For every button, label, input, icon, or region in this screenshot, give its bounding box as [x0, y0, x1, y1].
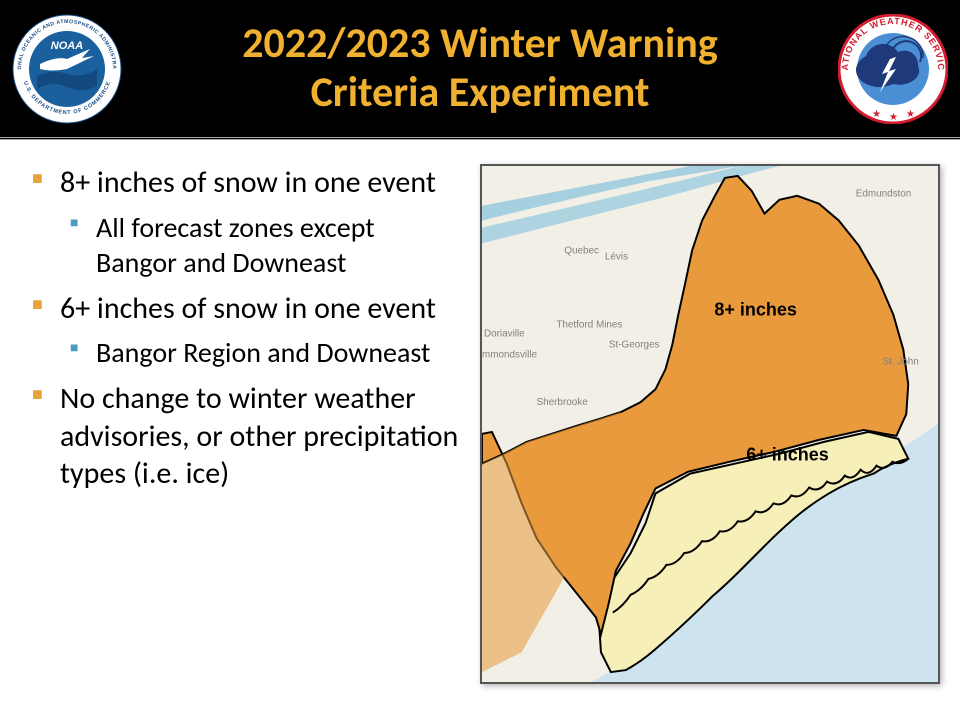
svg-text:St-Georges: St-Georges [609, 340, 660, 351]
slide-title: 2022/2023 Winter Warning Criteria Experi… [122, 20, 838, 117]
bullet-item: 6+ inches of snow in one event Bangor Re… [30, 290, 460, 371]
bullet-list: 8+ inches of snow in one event All forec… [30, 164, 460, 697]
sub-bullet-text: Bangor Region and Downeast [96, 335, 430, 370]
bullet-text: 6+ inches of snow in one event [60, 290, 436, 327]
title-line-1: 2022/2023 Winter Warning [242, 18, 718, 69]
sub-bullet-item: Bangor Region and Downeast [60, 335, 460, 370]
svg-text:Thetford Mines: Thetford Mines [556, 320, 622, 331]
sub-bullet-text: All forecast zones except Bangor and Dow… [96, 210, 375, 280]
bullet-text: No change to winter weather advisories, … [60, 380, 458, 492]
bullet-item: No change to winter weather advisories, … [30, 380, 460, 493]
svg-text:Lévis: Lévis [605, 251, 628, 262]
svg-text:Sherbrooke: Sherbrooke [537, 397, 589, 408]
slide-body: 8+ inches of snow in one event All forec… [0, 140, 960, 717]
slide-header: NATIONAL OCEANIC AND ATMOSPHERIC ADMINIS… [0, 0, 960, 140]
title-line-2: Criteria Experiment [311, 67, 650, 118]
svg-text:mmondsville: mmondsville [482, 350, 538, 361]
map-label-8plus: 8+ inches [714, 300, 797, 321]
svg-text:Edmundston: Edmundston [856, 189, 912, 200]
noaa-logo: NATIONAL OCEANIC AND ATMOSPHERIC ADMINIS… [12, 14, 122, 124]
noaa-text: NOAA [51, 40, 83, 52]
svg-text:★: ★ [889, 110, 898, 123]
svg-text:★: ★ [906, 107, 915, 120]
svg-text:★: ★ [872, 107, 881, 120]
sub-bullet-item: All forecast zones except Bangor and Dow… [60, 210, 460, 280]
bullet-item: 8+ inches of snow in one event All forec… [30, 164, 460, 280]
bullet-text: 8+ inches of snow in one event [60, 164, 436, 201]
maine-threshold-map: Edmundston Quebec Lévis Thetford Mines S… [480, 164, 940, 684]
nws-logo: NATIONAL WEATHER SERVICE ★ ★ ★ [838, 14, 948, 124]
svg-text:St. John: St. John [882, 356, 918, 367]
svg-text:Doriaville: Doriaville [484, 329, 525, 340]
map-label-6plus: 6+ inches [746, 444, 829, 465]
svg-text:Quebec: Quebec [564, 245, 599, 256]
